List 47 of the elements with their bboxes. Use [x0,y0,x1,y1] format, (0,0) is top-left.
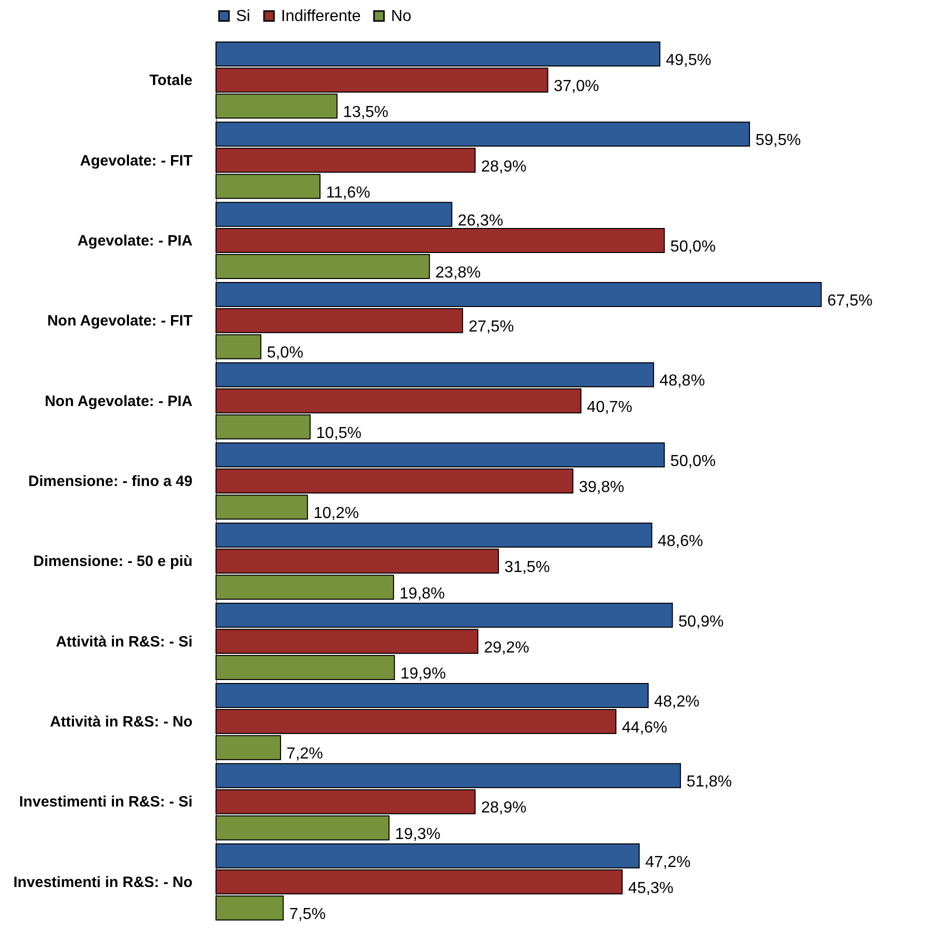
data-label: 59,5% [755,132,801,150]
data-label: 44,6% [622,720,668,737]
data-label: 28,9% [481,800,526,817]
data-label: 27,5% [468,318,514,336]
data-label: 10,5% [316,424,362,442]
data-label: 49,5% [666,52,712,69]
y-tick-label: Investimenti in R&S: - No [13,874,192,891]
y-tick-label: Dimensione: - fino a 49 [28,473,192,490]
y-tick-label: Non Agevolate: - FIT [47,312,192,330]
legend-label: No [391,8,412,25]
data-label: 28,9% [481,158,526,176]
data-label: 7,2% [286,746,324,763]
y-tick-label: Totale [149,72,192,90]
data-label: 51,8% [686,774,732,791]
data-label: 11,6% [326,184,370,202]
legend-label: Indifferente [281,8,361,25]
y-tick-label: Agevolate: - FIT [80,152,192,170]
data-label: 45,3% [628,880,674,897]
data-label: 29,2% [484,639,530,656]
data-label: 50,0% [670,238,716,256]
data-label: 19,3% [395,826,440,843]
legend-label: Si [236,8,250,25]
data-label: 48,6% [658,533,704,550]
data-label: 50,9% [678,613,724,630]
y-tick-label: Dimensione: - 50 e più [33,553,192,570]
data-label: 48,2% [654,693,700,710]
data-label: 47,2% [645,854,691,871]
data-label: 19,9% [400,665,446,682]
data-label: 67,5% [827,292,873,310]
y-tick-label: Agevolate: - PIA [77,232,193,250]
data-label: 13,5% [343,104,388,122]
data-label: 10,2% [313,505,359,522]
data-label: 31,5% [504,559,550,576]
data-label: 7,5% [289,906,326,923]
data-label: 48,8% [660,372,705,390]
y-tick-label: Attività in R&S: - No [50,714,192,731]
data-label: 37,0% [554,78,600,96]
y-tick-label: Attività in R&S: - Si [56,633,192,650]
data-label: 26,3% [458,212,504,230]
data-label: 19,8% [400,585,445,602]
y-tick-label: Investimenti in R&S: - Si [19,794,192,811]
data-label: 5,0% [266,344,304,362]
data-label: 23,8% [435,264,481,282]
data-label: 40,7% [586,398,632,416]
data-label: 50,0% [670,452,716,470]
data-label: 39,8% [578,479,624,496]
y-tick-label: Non Agevolate: - PIA [44,392,193,410]
